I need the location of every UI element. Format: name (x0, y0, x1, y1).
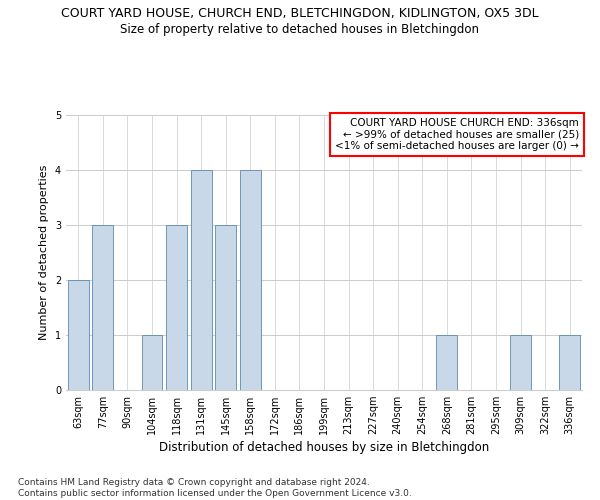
Text: Size of property relative to detached houses in Bletchingdon: Size of property relative to detached ho… (121, 22, 479, 36)
Bar (68, 280, 89, 390)
Text: Contains HM Land Registry data © Crown copyright and database right 2024.
Contai: Contains HM Land Registry data © Crown c… (18, 478, 412, 498)
Bar (436, 335, 457, 390)
Text: COURT YARD HOUSE, CHURCH END, BLETCHINGDON, KIDLINGTON, OX5 3DL: COURT YARD HOUSE, CHURCH END, BLETCHINGD… (61, 8, 539, 20)
Bar (510, 335, 531, 390)
Text: COURT YARD HOUSE CHURCH END: 336sqm
← >99% of detached houses are smaller (25)
<: COURT YARD HOUSE CHURCH END: 336sqm ← >9… (335, 118, 579, 151)
X-axis label: Distribution of detached houses by size in Bletchingdon: Distribution of detached houses by size … (159, 442, 489, 454)
Bar (142, 335, 163, 390)
Bar (191, 170, 212, 390)
Y-axis label: Number of detached properties: Number of detached properties (40, 165, 49, 340)
Bar (559, 335, 580, 390)
Bar (215, 225, 236, 390)
Bar (240, 170, 261, 390)
Bar (166, 225, 187, 390)
Bar (92, 225, 113, 390)
